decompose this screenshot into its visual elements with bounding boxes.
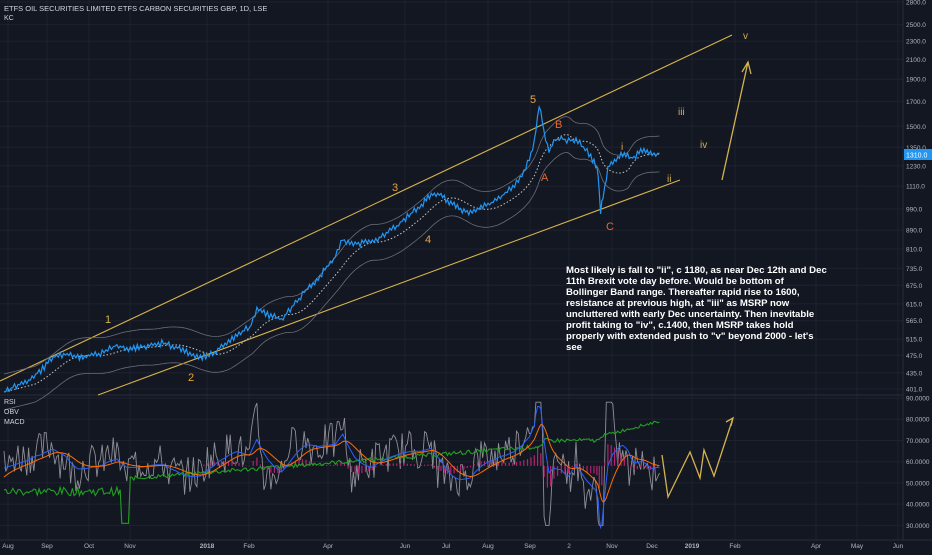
time-tick-label: May [851, 543, 864, 550]
price-tick-label: 2100.0 [906, 57, 926, 64]
time-tick-label: Jul [442, 543, 451, 550]
rsi-line [3, 401, 660, 526]
time-tick-label: Jun [893, 543, 904, 550]
signal-line [3, 424, 660, 503]
time-tick-label: Feb [729, 543, 741, 550]
price-tick-label: 2800.0 [906, 0, 926, 7]
price-tick-label: 810.0 [906, 246, 923, 253]
lower-band-line [3, 151, 660, 411]
time-tick-label: Feb [243, 543, 255, 550]
time-axis: Aug Sep Oct Nov 2018 Feb Apr Jun Jul Aug Sep 2 Nov De… [2, 543, 903, 550]
price-tick-label: 1110.0 [906, 184, 925, 191]
obv-line [3, 420, 660, 524]
time-tick-label: Sep [524, 543, 536, 550]
price-tick-label: 1230.0 [906, 163, 926, 170]
time-tick-label: Dec [646, 543, 658, 550]
time-tick-label: Jun [400, 543, 411, 550]
wave-label-ii: ii [667, 174, 671, 185]
obv-indicator-label: OBV [4, 409, 19, 416]
last-price-label: 1310.0 [906, 153, 928, 160]
price-tick-label: 615.0 [906, 301, 923, 308]
price-tick-label: 515.0 [906, 337, 923, 344]
time-tick-label: 2 [567, 543, 571, 550]
macd-line [3, 406, 660, 530]
upper-band-line [3, 116, 660, 375]
price-tick-label: 565.0 [906, 318, 923, 325]
rsi-indicator-label: RSI [4, 399, 16, 406]
last-price-badge [904, 149, 932, 160]
price-tick-label: 2300.0 [906, 39, 926, 46]
price-tick-label: 475.0 [906, 353, 923, 360]
price-tick-label: 675.0 [906, 283, 923, 290]
time-tick-label: Nov [606, 543, 618, 550]
wave-label-1: 1 [105, 314, 111, 326]
price-tick-label: 1350.0 [906, 145, 926, 152]
wave-label-iv: iv [700, 140, 707, 151]
price-tick-label: 890.0 [906, 228, 923, 235]
macd-indicator-label: MACD [4, 419, 25, 426]
wave-label-b: B [555, 119, 562, 131]
time-tick-label: Oct [84, 543, 94, 550]
wave-label-4: 4 [425, 234, 431, 246]
wave-label-i: i [621, 142, 623, 153]
indicator-tick-label: 70.0000 [906, 438, 930, 445]
indicator-tick-label: 50.0000 [906, 480, 930, 487]
kc-indicator-label: KC [4, 15, 14, 22]
indicator-pane [3, 401, 735, 530]
wave-label-2: 2 [188, 372, 194, 384]
time-tick-label: Aug [482, 543, 494, 550]
price-tick-label: 1500.0 [906, 124, 926, 131]
price-tick-label: 1700.0 [906, 99, 926, 106]
wave-label-a: A [541, 172, 549, 184]
analysis-note: Most likely is fall to "ii", c 1180, as … [566, 265, 827, 353]
indicator-projection-arrowhead [725, 416, 735, 427]
macd-histogram [203, 444, 659, 489]
channel-upper-line [0, 34, 733, 382]
time-tick-label: Aug [2, 543, 14, 550]
wave-label-v: v [743, 31, 748, 42]
price-axis: 2800.0 2500.0 2300.0 2100.0 1900.0 1700.0 1500… [906, 0, 926, 393]
time-tick-label: Apr [323, 543, 334, 550]
projection-arrowhead [741, 60, 752, 75]
indicator-projection-zigzag [661, 417, 734, 500]
wave-label-5: 5 [530, 94, 536, 106]
price-tick-label: 990.0 [906, 207, 923, 214]
indicator-axis: 90.0000 80.0000 70.0000 60.0000 50.0000 40.00… [906, 396, 930, 530]
indicator-tick-label: 80.0000 [906, 417, 930, 424]
indicator-tick-label: 60.0000 [906, 459, 930, 466]
chart-title: ETFS OIL SECURITIES LIMITED ETFS CARBON … [4, 4, 268, 13]
time-tick-label: Sep [41, 543, 53, 550]
price-tick-label: 401.0 [906, 386, 923, 393]
time-tick-label: 2018 [200, 543, 215, 550]
price-pane: 1 2 3 4 5 B A C i ii iii iv v [0, 31, 752, 411]
projection-arrow [721, 61, 749, 181]
price-tick-label: 435.0 [906, 370, 923, 377]
indicator-tick-label: 90.0000 [906, 396, 930, 403]
wave-label-3: 3 [392, 182, 398, 194]
price-line [3, 105, 660, 393]
indicator-tick-label: 40.0000 [906, 502, 930, 509]
time-tick-label: Nov [124, 543, 136, 550]
price-tick-label: 1900.0 [906, 77, 926, 84]
price-tick-label: 735.0 [906, 266, 923, 273]
time-tick-label: 2019 [685, 543, 700, 550]
wave-label-c: C [606, 221, 614, 233]
time-tick-label: Apr [811, 543, 822, 550]
indicator-tick-label: 30.0000 [906, 523, 930, 530]
wave-label-iii: iii [678, 107, 685, 118]
price-tick-label: 2500.0 [906, 22, 926, 29]
